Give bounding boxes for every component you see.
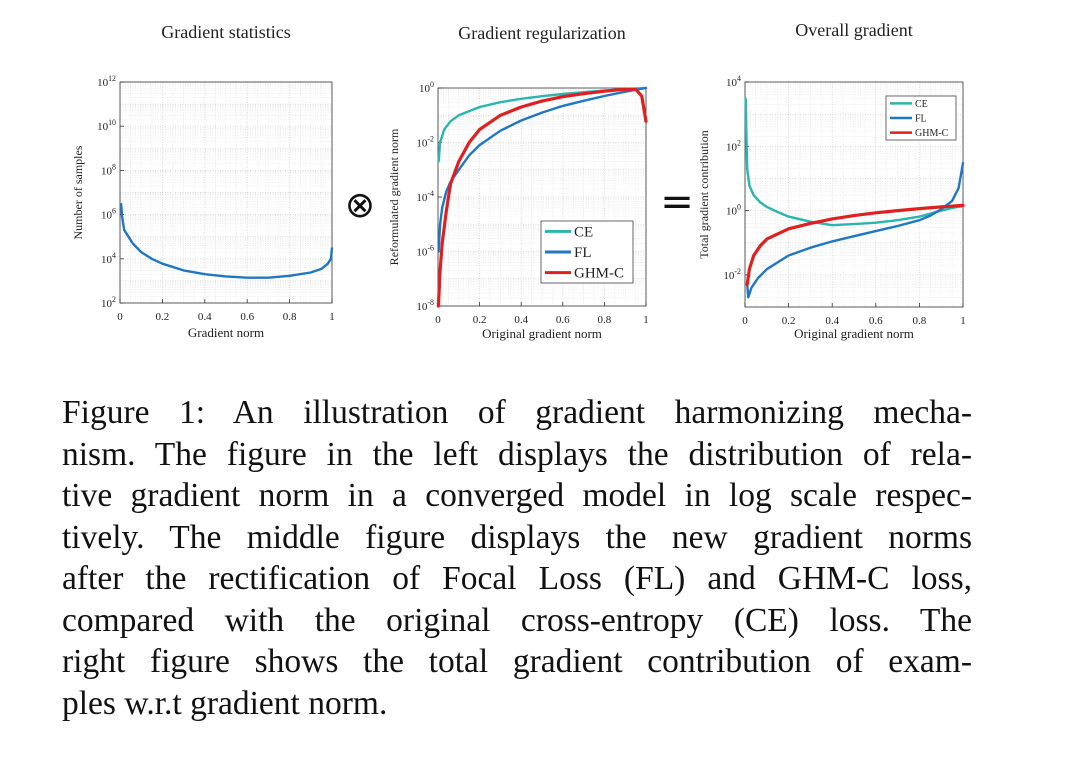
x-tick-label: 0 xyxy=(742,315,748,327)
x-tick-label: 0.2 xyxy=(156,311,170,323)
legend-label: CE xyxy=(574,224,593,240)
plot-frame xyxy=(119,81,333,304)
caption-line: Figure 1: An illustration of gradient ha… xyxy=(62,394,972,431)
legend-label: FL xyxy=(574,245,592,261)
y-axis-label: Reformulated gradient norm xyxy=(387,128,401,265)
figure-caption: Figure 1: An illustration of gradient ha… xyxy=(62,392,972,724)
x-tick-label: 0.4 xyxy=(514,314,528,326)
legend-label: GHM-C xyxy=(915,128,949,139)
caption-line: ples w.r.t gradient norm. xyxy=(62,684,388,722)
legend: CE FL GHM-C xyxy=(885,95,957,141)
caption-line: after the rectification of Focal Loss (F… xyxy=(62,560,972,597)
legend-label: CE xyxy=(915,99,928,110)
x-tick-label: 0 xyxy=(117,311,123,323)
times-operator: ⊗ xyxy=(345,185,375,226)
series-line xyxy=(436,87,648,308)
chart-title: Gradient statistics xyxy=(161,22,290,42)
y-tick-label: 106 xyxy=(101,207,116,222)
y-tick-label: 102 xyxy=(726,138,741,153)
chart-panel: 0 0.2 0.4 0.6 0.8 1 10-2 100 102 104 Overall gradi… xyxy=(697,20,966,341)
x-tick-label: 1 xyxy=(329,311,335,323)
x-tick-label: 0.6 xyxy=(240,311,254,323)
y-tick-label: 10-4 xyxy=(416,189,434,204)
y-axis-label: Total gradient contribution xyxy=(697,130,711,258)
x-axis-label: Original gradient norm xyxy=(482,326,602,341)
x-tick-label: 1 xyxy=(643,314,649,326)
x-axis-label: Original gradient norm xyxy=(794,326,914,341)
x-tick-label: 0.2 xyxy=(473,314,487,326)
y-axis-label: Number of samples xyxy=(71,145,85,239)
x-tick-label: 0.4 xyxy=(198,311,212,323)
series-line xyxy=(437,86,648,163)
y-tick-label: 108 xyxy=(101,162,116,177)
plot-frame xyxy=(744,81,964,308)
legend-label: FL xyxy=(915,114,927,125)
figure-panels: ⊗ = 0 0.2 0.4 0.6 0.8 110210410610810101012Gr… xyxy=(71,20,966,341)
series-line xyxy=(745,203,965,287)
caption-line: right figure shows the total gradient co… xyxy=(62,643,972,680)
x-tick-label: 0.6 xyxy=(556,314,570,326)
series-line xyxy=(437,86,648,253)
x-tick-label: 1 xyxy=(960,315,966,327)
series-line xyxy=(119,202,334,279)
equals-operator: = xyxy=(660,179,694,225)
y-tick-label: 104 xyxy=(726,74,741,89)
y-tick-label: 10-2 xyxy=(723,267,741,282)
chart-title: Overall gradient xyxy=(795,20,912,40)
caption-line: tively. The middle figure displays the n… xyxy=(62,518,972,556)
x-tick-label: 0.8 xyxy=(598,314,612,326)
x-tick-label: 0.4 xyxy=(825,315,839,327)
y-tick-label: 100 xyxy=(726,203,741,218)
chart-title: Gradient regularization xyxy=(458,23,625,43)
y-tick-label: 10-2 xyxy=(416,135,434,150)
caption-line: nism. The figure in the left displays th… xyxy=(62,435,972,473)
x-tick-label: 0.2 xyxy=(782,315,796,327)
x-tick-label: 0.8 xyxy=(913,315,927,327)
x-axis-label: Gradient norm xyxy=(188,325,264,340)
x-tick-label: 0.8 xyxy=(283,311,297,323)
y-tick-label: 1010 xyxy=(97,118,116,133)
legend-label: GHM-C xyxy=(574,266,624,282)
caption-line: compared with the original cross-entropy… xyxy=(62,601,972,639)
caption-line: tive gradient norm in a converged model … xyxy=(62,477,972,514)
y-tick-label: 100 xyxy=(419,80,434,95)
x-tick-label: 0.6 xyxy=(869,315,883,327)
chart-panel: 0 0.2 0.4 0.6 0.8 1 102 104 106 108 1010 1012 Gradie… xyxy=(71,22,335,340)
y-tick-label: 10-8 xyxy=(416,298,434,313)
legend: CE FL GHM-C xyxy=(540,220,634,284)
chart-panel: 0 0.2 0.4 0.6 0.8 1 10-8 10-6 10-4 10-2 100 Gradien… xyxy=(387,23,649,341)
y-tick-label: 102 xyxy=(101,295,116,310)
y-tick-label: 10-6 xyxy=(416,244,434,259)
series-line xyxy=(744,97,965,227)
x-tick-label: 0 xyxy=(435,314,441,326)
y-tick-label: 104 xyxy=(101,251,116,266)
y-tick-label: 1012 xyxy=(97,74,116,89)
